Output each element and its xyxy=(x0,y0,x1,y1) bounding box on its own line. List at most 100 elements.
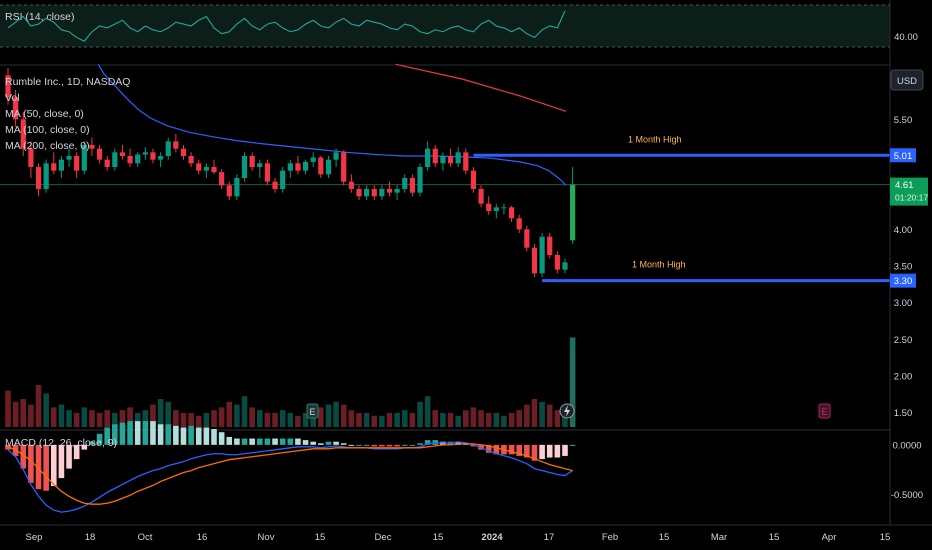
candle-body xyxy=(165,141,171,156)
volume-bar xyxy=(356,413,362,427)
candle-body xyxy=(516,218,522,230)
macd-hist-bar xyxy=(485,444,492,453)
earnings-marker-box xyxy=(306,403,319,419)
current-price-countdown: 01:20:17 xyxy=(895,193,928,203)
price-ticks: 5.50 5.01 4.61 01:20:17 4.00 3.50 3.30 3.00 2.50… xyxy=(890,115,928,419)
rsi-panel[interactable]: RSI (14, close) xyxy=(0,4,890,48)
volume-bar xyxy=(478,410,484,427)
volume-bar xyxy=(241,396,248,427)
macd-panel[interactable]: MACD (12, 26, close, 9) xyxy=(5,421,576,513)
earnings-marker-label: E xyxy=(821,407,827,417)
macd-hist-bar xyxy=(66,444,72,469)
candle xyxy=(203,163,209,178)
candle xyxy=(5,68,11,105)
candle xyxy=(51,152,57,175)
volume-bar xyxy=(249,407,255,427)
currency-button[interactable] xyxy=(890,69,924,91)
macd-hist-bar xyxy=(310,441,316,445)
legend-ma200: MA (200, close, 0) xyxy=(5,140,90,152)
volume-bar xyxy=(58,404,65,427)
macd-hist-bar xyxy=(424,440,431,445)
candle-body xyxy=(310,157,316,162)
candle xyxy=(96,145,103,164)
price-axis[interactable]: USD 40.00 5.50 5.01 4.61 01:20:17 4.00 3.50 3.… xyxy=(889,0,928,525)
macd-hist-bar xyxy=(35,444,42,490)
candle xyxy=(318,156,324,178)
candle xyxy=(280,167,286,193)
volume-bar xyxy=(501,415,507,427)
volume-bar xyxy=(180,413,187,427)
candle xyxy=(226,181,232,200)
candle-body xyxy=(364,189,370,197)
candle-body xyxy=(5,75,11,98)
volume-bar xyxy=(112,413,118,427)
candle-body xyxy=(135,154,141,164)
macd-hist-bar xyxy=(211,429,217,445)
candle xyxy=(89,137,95,156)
macd-hist-bar xyxy=(89,441,95,445)
time-tick-label: 17 xyxy=(544,532,555,543)
volume-bar xyxy=(211,410,217,427)
candle xyxy=(486,196,492,215)
time-tick-label: Sep xyxy=(26,532,43,543)
macd-hist-bar xyxy=(203,427,210,445)
candle-body xyxy=(188,156,194,164)
candle xyxy=(257,159,263,178)
candle xyxy=(493,203,499,219)
candle xyxy=(310,152,316,167)
candle-body xyxy=(325,159,332,175)
candlesticks xyxy=(5,68,576,277)
candle-body xyxy=(394,189,400,193)
volume-bar xyxy=(43,393,49,427)
volume-bar xyxy=(127,407,133,427)
candle-body xyxy=(470,170,477,189)
candle xyxy=(524,225,530,252)
macd-hist-bar xyxy=(142,421,149,445)
volume-bar xyxy=(363,413,370,427)
time-axis[interactable]: Sep 18 Oct 16 Nov 15 Dec 15 2024 17 Feb 15 Mar 15 Apr 1… xyxy=(0,524,932,543)
macd-hist-bar xyxy=(539,444,545,460)
macd-hist-bar xyxy=(379,444,385,447)
price-panel[interactable]: 1 Month High 1 Month High Rumble Inc., 1D… xyxy=(0,63,890,427)
flash-icon[interactable] xyxy=(559,403,575,419)
volume-bar xyxy=(455,415,461,427)
candle xyxy=(463,148,469,175)
legend-vol: Vol xyxy=(5,92,20,104)
candle xyxy=(112,148,118,171)
volume-bar xyxy=(165,401,172,427)
volume-bar xyxy=(226,401,233,427)
volume-bar xyxy=(340,404,347,427)
macd-hist-bar xyxy=(554,444,561,458)
volume-bar xyxy=(569,337,576,427)
candle xyxy=(135,152,141,167)
candle-body xyxy=(264,163,271,182)
candle-body xyxy=(341,152,347,182)
current-price-label: 4.61 xyxy=(895,180,914,191)
level-annotations: 1 Month High 1 Month High xyxy=(628,134,686,269)
candle xyxy=(447,148,454,167)
volume-bar xyxy=(463,410,469,427)
volume-bar xyxy=(508,413,515,427)
macd-hist-bar xyxy=(58,444,65,479)
volume-bar xyxy=(188,413,194,427)
macd-hist-bar xyxy=(173,425,179,445)
volume-bar xyxy=(150,404,156,427)
macd-hist-bar xyxy=(417,443,423,445)
candle xyxy=(180,145,187,160)
earnings-marker[interactable]: E xyxy=(306,403,319,419)
macd-hist-bar xyxy=(401,444,408,446)
earnings-marker[interactable]: E xyxy=(818,403,831,419)
candle-body xyxy=(508,207,515,219)
candle-body xyxy=(241,156,248,178)
volume-bar xyxy=(50,407,57,427)
candle xyxy=(341,150,347,186)
candle xyxy=(165,137,171,160)
volume-bar xyxy=(302,413,309,427)
time-tick-label: Nov xyxy=(258,532,275,543)
candle xyxy=(188,152,194,167)
macd-hist-bar xyxy=(73,444,80,460)
candle xyxy=(516,214,522,233)
volume-bar xyxy=(394,413,400,427)
rsi-band xyxy=(0,5,890,47)
